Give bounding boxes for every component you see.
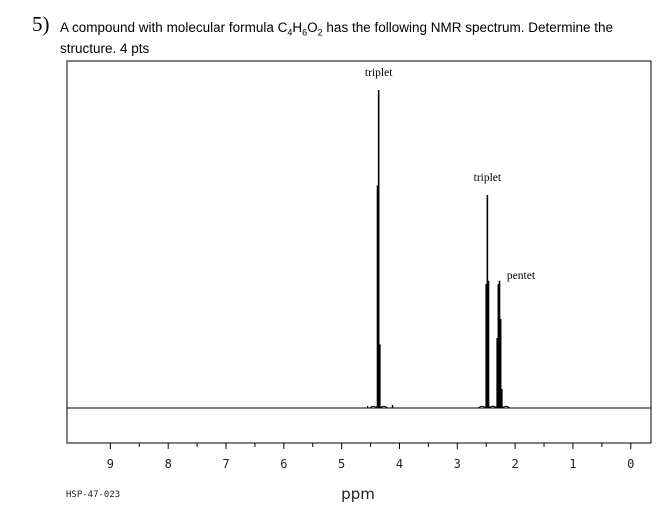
spectrum-frame xyxy=(66,60,652,444)
tick-label: 8 xyxy=(165,457,172,471)
tick-label: 5 xyxy=(338,457,345,471)
question-number: 5) xyxy=(32,12,50,36)
tick-label: 1 xyxy=(569,457,576,471)
sample-id: HSP-47-023 xyxy=(66,490,120,500)
question-text: A compound with molecular formula C4H6O2… xyxy=(60,17,660,59)
tick-label: 0 xyxy=(627,457,634,471)
formula-c-count: 4 xyxy=(287,27,293,38)
tick-label: 7 xyxy=(222,457,229,471)
tick-label: 9 xyxy=(107,457,114,471)
tick-label: 4 xyxy=(396,457,403,471)
spectrum-peaks xyxy=(367,90,511,409)
formula-o-count: 2 xyxy=(317,27,323,38)
ppm-axis: 9 8 7 6 5 4 3 2 1 0 xyxy=(107,443,634,471)
tick-label: 6 xyxy=(280,457,287,471)
question-text-pre: A compound with molecular formula C xyxy=(60,20,288,35)
formula-h-symbol: H xyxy=(292,20,303,35)
question-text-post: has the following NMR spectrum. Determin… xyxy=(60,20,614,56)
tick-label: 2 xyxy=(512,457,519,471)
peak-labels: triplet triplet pentet xyxy=(365,67,536,282)
peak-label: pentet xyxy=(507,270,536,282)
axis-title: ppm xyxy=(341,485,375,503)
formula-h-count: 6 xyxy=(302,27,308,38)
peak-label: triplet xyxy=(365,67,393,79)
peak-label: triplet xyxy=(474,172,502,184)
tick-label: 3 xyxy=(454,457,461,471)
formula-o-symbol: O xyxy=(307,20,318,35)
